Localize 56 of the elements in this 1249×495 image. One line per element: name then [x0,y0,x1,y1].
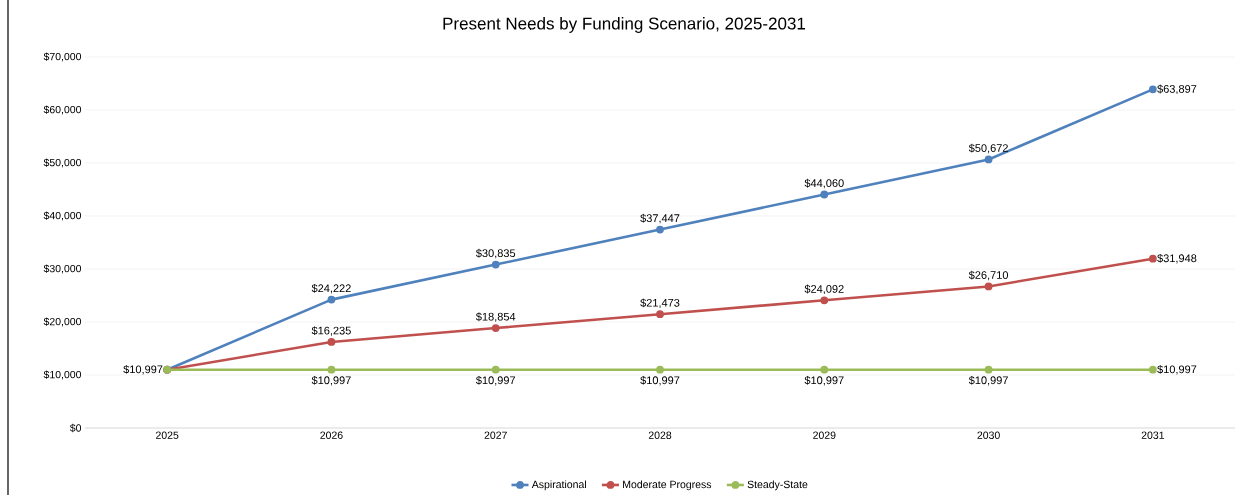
x-tick-label: 2025 [156,431,179,439]
data-label: $31,948 [1157,253,1197,264]
data-label: $63,897 [1157,84,1197,95]
point [491,260,500,269]
y-tick-label: $30,000 [43,264,82,274]
data-label: $30,835 [475,248,516,259]
data-label: $16,235 [311,326,351,336]
point [656,310,664,319]
y-tick-label: $70,000 [43,52,82,62]
chart-title: Present Needs by Funding Scenario, 2025-2031 [443,17,806,33]
x-tick-label: 2031 [1141,431,1165,439]
point [656,365,664,374]
point [984,282,993,291]
x-tick-label: 2026 [320,431,343,439]
data-label: $10,997 [123,364,163,375]
data-label: $10,997 [640,375,680,386]
legend-label: Moderate Progress [623,480,712,491]
point [1148,85,1157,94]
x-tick-label: 2027 [484,431,507,439]
y-tick-label: $50,000 [43,158,82,168]
y-tick-label: $0 [69,423,82,433]
x-tick-label: 2029 [813,431,836,439]
data-label: $26,710 [968,270,1009,281]
y-tick-label: $40,000 [43,211,82,221]
legend-label: Steady-State [747,480,808,491]
data-label: $10,997 [1157,364,1197,375]
y-tick-label: $20,000 [43,317,82,327]
point [491,365,500,374]
point [820,365,829,374]
point [327,295,336,304]
data-label: $18,854 [475,312,516,322]
y-tick-label: $60,000 [43,105,82,115]
x-tick-label: 2028 [648,431,672,439]
point [327,338,336,346]
point [491,324,500,332]
point [820,296,829,305]
point [656,225,664,234]
data-label: $44,060 [804,178,844,189]
data-label: $24,222 [311,283,351,294]
legend-label: Aspirational [531,480,586,491]
data-label: $10,997 [968,375,1008,386]
point [820,190,829,199]
point [327,365,336,374]
data-label: $10,997 [804,375,844,386]
data-label: $50,672 [968,143,1008,154]
data-label: $10,997 [475,375,516,386]
point [984,365,993,374]
x-tick-label: 2030 [977,431,1000,439]
data-label: $24,092 [804,284,844,295]
data-label: $10,997 [311,375,351,386]
point [1148,254,1157,263]
y-tick-label: $10,000 [43,370,82,380]
point [984,155,993,164]
data-label: $37,447 [640,213,680,224]
point [1148,365,1157,374]
data-label: $21,473 [640,298,680,308]
